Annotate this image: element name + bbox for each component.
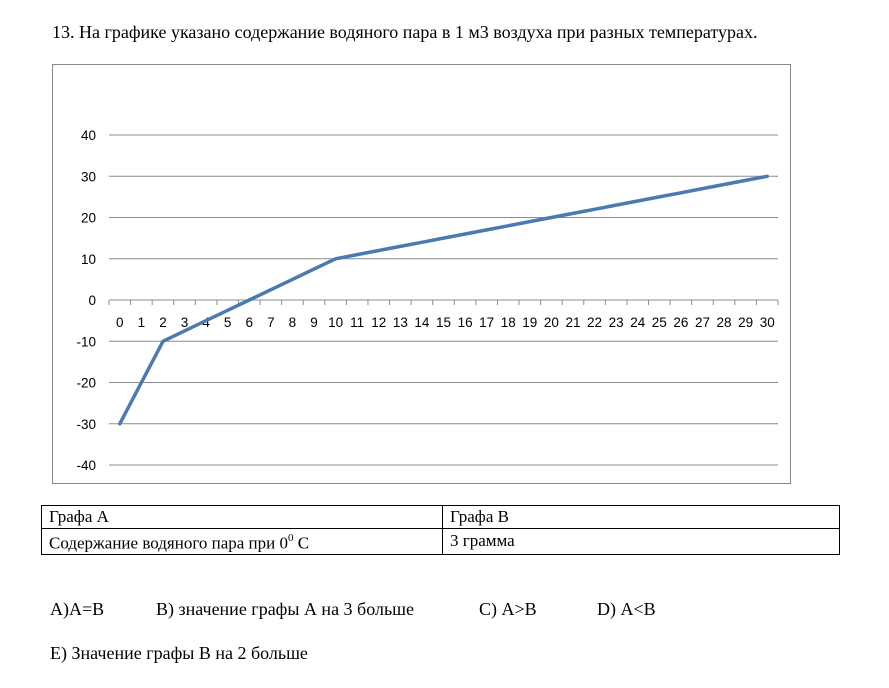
x-tick-label: 27: [695, 315, 710, 330]
x-tick-label: 8: [289, 315, 297, 330]
comparison-table: Графа А Графа В Содержание водяного пара…: [41, 505, 840, 555]
option-d[interactable]: D) А<В: [597, 599, 656, 619]
option-a[interactable]: А)А=В: [50, 599, 105, 619]
x-tick-label: 18: [501, 315, 516, 330]
x-tick-label: 25: [652, 315, 667, 330]
table-row: Содержание водяного пара при 00 С 3 грам…: [41, 528, 840, 555]
x-tick-label: 22: [587, 315, 602, 330]
x-tick-label: 7: [267, 315, 275, 330]
x-tick-label: 21: [565, 315, 580, 330]
header-column-a: Графа А: [41, 505, 443, 529]
y-tick-label: -30: [76, 417, 96, 432]
question-text: 13. На графике указано содержание водяно…: [52, 22, 758, 42]
option-e[interactable]: Е) Значение графы В на 2 больше: [50, 643, 308, 663]
header-column-b: Графа В: [442, 505, 840, 529]
x-tick-label: 10: [328, 315, 343, 330]
y-tick-label: -10: [76, 334, 96, 349]
x-tick-label: 26: [673, 315, 688, 330]
cell-a-text: Содержание водяного пара при 0: [49, 533, 288, 553]
series-line: [118, 174, 769, 426]
x-tick-label: 0: [116, 315, 124, 330]
line-chart: 40 30 20 10 0 -10 -20 -30 -40 0 1 2 3 4 5 6 7 8 9 10 11 12 13 1…: [52, 64, 791, 484]
y-tick-label: -20: [76, 376, 96, 391]
degree-superscript: 0: [288, 532, 294, 544]
cell-column-b: 3 грамма: [442, 528, 840, 555]
table-header-row: Графа А Графа В: [41, 505, 840, 529]
x-tick-label: 24: [630, 315, 646, 330]
x-tick-label: 15: [436, 315, 451, 330]
option-c[interactable]: С) А>В: [479, 599, 537, 619]
x-tick-label: 9: [310, 315, 318, 330]
x-tick-label: 14: [414, 315, 430, 330]
y-tick-label: 0: [88, 293, 96, 308]
x-tick-label: 16: [458, 315, 473, 330]
x-tick-label: 12: [371, 315, 386, 330]
x-tick-label: 11: [350, 315, 364, 330]
option-b[interactable]: В) значение графы А на 3 больше: [156, 599, 415, 619]
x-tick-label: 30: [760, 315, 775, 330]
y-tick-label: 40: [81, 128, 96, 143]
x-tick-label: 29: [738, 315, 753, 330]
x-tick-label: 1: [138, 315, 146, 330]
x-tick-label: 2: [159, 315, 167, 330]
y-tick-label: 20: [81, 211, 96, 226]
y-tick-label: -40: [76, 458, 96, 473]
x-tick-label: 19: [522, 315, 537, 330]
x-tick-label: 17: [479, 315, 494, 330]
cell-a-unit: С: [293, 533, 310, 553]
x-tick-label: 13: [393, 315, 408, 330]
x-tick-label: 20: [544, 315, 559, 330]
x-tick-label: 23: [609, 315, 624, 330]
y-tick-label: 30: [81, 169, 96, 184]
cell-column-a: Содержание водяного пара при 00 С: [41, 528, 443, 555]
x-tick-label: 3: [181, 315, 189, 330]
x-tick-label: 5: [224, 315, 232, 330]
x-tick-label: 4: [202, 315, 210, 330]
y-tick-label: 10: [81, 252, 96, 267]
x-tick-label: 6: [246, 315, 254, 330]
x-tick-label: 28: [717, 315, 732, 330]
